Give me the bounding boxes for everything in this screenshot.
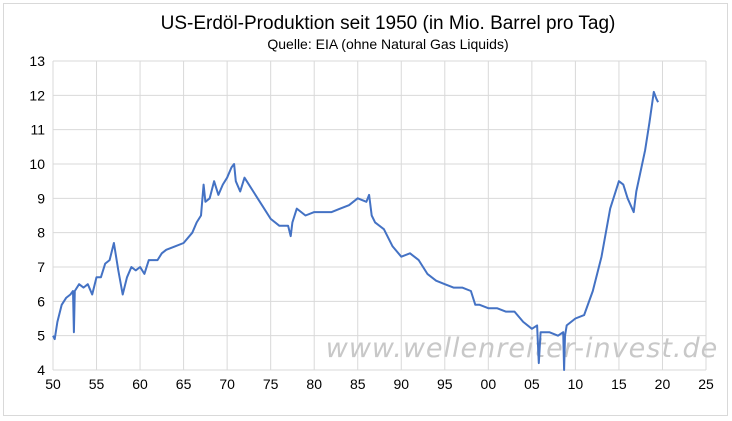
x-tick-label: 70 — [219, 376, 235, 392]
x-tick-label: 75 — [263, 376, 279, 392]
x-tick-label: 25 — [698, 376, 714, 392]
watermark: www.wellenreiter-invest.de — [326, 333, 719, 364]
chart-frame — [3, 3, 728, 416]
y-tick-label: 12 — [29, 87, 45, 103]
y-tick-label: 10 — [29, 156, 45, 172]
x-tick-label: 85 — [350, 376, 366, 392]
y-tick-label: 11 — [30, 122, 45, 138]
x-tick-label: 05 — [524, 376, 540, 392]
y-tick-label: 5 — [37, 328, 45, 344]
series-line — [52, 90, 659, 371]
y-tick-label: 9 — [37, 190, 45, 206]
y-tick-label: 4 — [37, 362, 45, 378]
x-tick-label: 00 — [481, 376, 497, 392]
chart-subtitle: Quelle: EIA (ohne Natural Gas Liquids) — [267, 36, 508, 52]
x-tick-label: 20 — [655, 376, 671, 392]
x-tick-label: 55 — [89, 376, 105, 392]
x-tick-label: 15 — [611, 376, 627, 392]
x-tick-label: 80 — [306, 376, 322, 392]
x-tick-label: 60 — [132, 376, 148, 392]
y-tick-label: 8 — [37, 225, 45, 241]
chart-title: US-Erdöl-Produktion seit 1950 (in Mio. B… — [161, 13, 616, 34]
x-tick-label: 90 — [393, 376, 409, 392]
x-tick-label: 95 — [437, 376, 453, 392]
y-tick-label: 13 — [29, 53, 45, 69]
y-tick-label: 6 — [37, 293, 45, 309]
x-tick-label: 50 — [45, 376, 61, 392]
x-tick-label: 10 — [568, 376, 584, 392]
y-tick-label: 7 — [37, 259, 45, 275]
x-tick-label: 65 — [176, 376, 192, 392]
